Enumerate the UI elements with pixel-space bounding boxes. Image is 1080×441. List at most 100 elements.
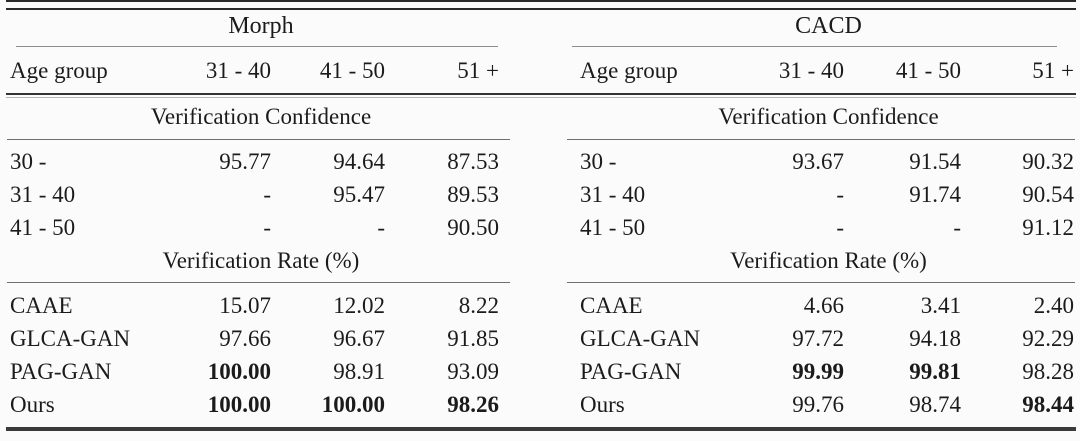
panel-title-row: CACD [580,6,1077,46]
method-label: CAAE [10,292,73,318]
age-group-label: Age group [580,58,678,83]
table-row: GLCA-GAN 97.72 94.18 92.29 [580,322,1077,355]
value-cell: - [836,182,844,207]
table-row: PAG-GAN 100.00 98.91 93.09 [10,355,512,388]
column-header: 41 - 50 [895,58,961,83]
value-cell: 97.66 [219,325,271,351]
method-label: CAAE [580,292,643,318]
row-label: 30 - [580,149,617,174]
row-label: 31 - 40 [10,182,76,207]
value-cell: 95.77 [219,149,271,174]
value-cell: 94.64 [333,149,385,174]
value-cell: - [377,215,385,240]
value-cell: 93.67 [792,149,844,174]
method-label: PAG-GAN [10,358,112,384]
value-cell: 91.74 [909,182,961,207]
panel-title-row: Morph [10,6,512,46]
title-underline-rule [572,46,1057,47]
table-row: Ours 99.76 98.74 98.44 [580,388,1077,421]
column-header: 51 + [457,58,499,83]
table-row: 31 - 40 - 95.47 89.53 [10,178,512,211]
method-label: GLCA-GAN [10,325,131,351]
row-label: 31 - 40 [580,182,646,207]
value-cell: 2.40 [1033,292,1074,318]
value-cell: 94.18 [909,325,961,351]
row-label: 30 - [10,149,47,174]
method-label: Ours [580,391,625,417]
value-cell: 98.28 [1022,358,1074,384]
value-cell: - [953,215,961,240]
section-rule [7,281,510,283]
table-row: 30 - 93.67 91.54 90.32 [580,145,1077,178]
table-row: PAG-GAN 99.99 99.81 98.28 [580,355,1077,388]
value-cell: 4.66 [803,292,844,318]
table-row: 41 - 50 - - 91.12 [580,211,1077,244]
value-cell: 89.53 [447,182,499,207]
value-cell: 92.29 [1022,325,1074,351]
panel-title: Morph [228,13,294,39]
value-cell: 87.53 [447,149,499,174]
value-cell: 3.41 [920,292,961,318]
morph-panel: Morph Age group 31 - 40 41 - 50 51 + Ver… [7,0,512,441]
column-header: 41 - 50 [319,58,385,83]
value-cell: 96.67 [333,325,385,351]
header-separator-rule [6,93,1076,95]
value-cell: 99.81 [909,358,961,384]
section-rule [567,139,1075,140]
column-header: 31 - 40 [778,58,844,83]
value-cell: 98.26 [447,391,499,417]
rate-section-title: Verification Rate (%) [730,248,927,273]
value-cell: 8.22 [458,292,499,318]
table-row: Ours 100.00 100.00 98.26 [10,388,512,421]
value-cell: 90.50 [447,215,499,240]
row-label: 41 - 50 [580,215,646,240]
cacd-panel: CACD Age group 31 - 40 41 - 50 51 + Veri… [565,0,1077,441]
value-cell: 93.09 [447,358,499,384]
value-cell: 90.54 [1022,182,1074,207]
value-cell: 100.00 [207,391,271,417]
age-group-header-row: Age group 31 - 40 41 - 50 51 + [580,47,1077,94]
method-label: GLCA-GAN [580,325,701,351]
value-cell: 95.47 [333,182,385,207]
value-cell: 98.74 [909,391,961,417]
value-cell: 99.99 [792,358,844,384]
panel-title: CACD [795,13,862,39]
bottom-rule [6,427,1076,431]
confidence-section-title: Verification Confidence [718,104,939,129]
section-rule [567,281,1075,283]
table-row: 41 - 50 - - 90.50 [10,211,512,244]
age-group-label: Age group [10,58,108,83]
method-label: Ours [10,391,55,417]
value-cell: 97.72 [792,325,844,351]
value-cell: - [263,182,271,207]
value-cell: 100.00 [207,358,271,384]
value-cell: 98.44 [1022,391,1074,417]
rate-section-title: Verification Rate (%) [162,248,360,273]
top-double-rule [6,0,1076,10]
value-cell: 91.12 [1022,215,1074,240]
confidence-section-title: Verification Confidence [150,104,372,129]
value-cell: 91.54 [909,149,961,174]
table-row: 31 - 40 - 91.74 90.54 [580,178,1077,211]
value-cell: 98.91 [333,358,385,384]
value-cell: 100.00 [321,391,385,417]
age-group-header-row: Age group 31 - 40 41 - 50 51 + [10,47,512,94]
value-cell: 90.32 [1022,149,1074,174]
table-row: 30 - 95.77 94.64 87.53 [10,145,512,178]
table-row: CAAE 4.66 3.41 2.40 [580,289,1077,322]
title-underline-rule [16,46,498,47]
value-cell: 91.85 [447,325,499,351]
value-cell: 15.07 [219,292,271,318]
method-label: PAG-GAN [580,358,682,384]
table-row: CAAE 15.07 12.02 8.22 [10,289,512,322]
value-cell: 12.02 [333,292,385,318]
column-header: 31 - 40 [205,58,271,83]
header-separator-rule-shadow [6,97,1076,98]
value-cell: - [836,215,844,240]
column-header: 51 + [1032,58,1074,83]
section-rule [7,139,510,140]
value-cell: 99.76 [792,391,844,417]
table-row: GLCA-GAN 97.66 96.67 91.85 [10,322,512,355]
value-cell: - [263,215,271,240]
